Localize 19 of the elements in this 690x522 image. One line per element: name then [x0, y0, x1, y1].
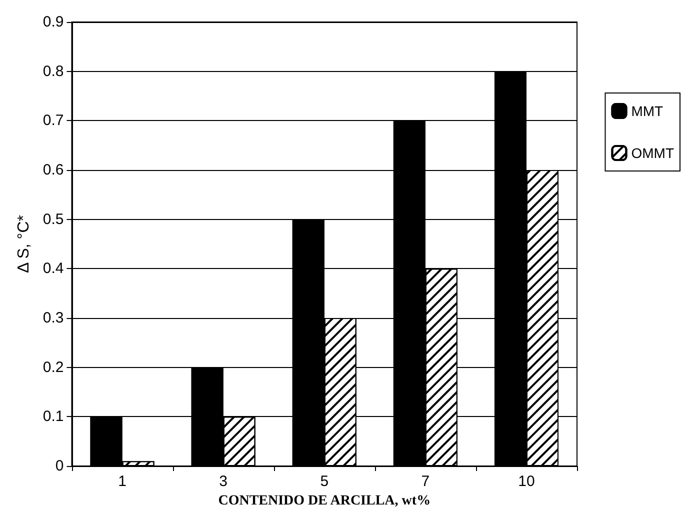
y-tick-label: 0.4 [42, 260, 64, 278]
x-tick-label: 1 [118, 473, 126, 490]
y-tick-label: 0.3 [42, 310, 64, 326]
x-tick-label: 7 [421, 473, 430, 490]
y-tick-label: 0.1 [42, 408, 64, 426]
y-tick-label: 0.2 [42, 358, 64, 376]
y-tick-label: 0.7 [42, 112, 64, 130]
y-tick-label: 0.6 [42, 162, 64, 178]
legend-label: MMT [631, 103, 664, 119]
x-axis-title: CONTENIDO DE ARCILLA, wt% [218, 494, 431, 508]
y-tick-label: 0.5 [42, 210, 64, 228]
y-tick-label: 0 [55, 458, 64, 474]
y-tick-label: 0.9 [42, 14, 64, 30]
x-tick-label: 5 [320, 473, 329, 490]
x-tick-label: 10 [518, 473, 535, 490]
x-tick-label: 3 [219, 473, 228, 490]
y-axis-title: Δ S, °C* [16, 215, 32, 273]
y-tick-label: 0.8 [42, 62, 64, 80]
legend-label: OMMT [631, 145, 674, 161]
